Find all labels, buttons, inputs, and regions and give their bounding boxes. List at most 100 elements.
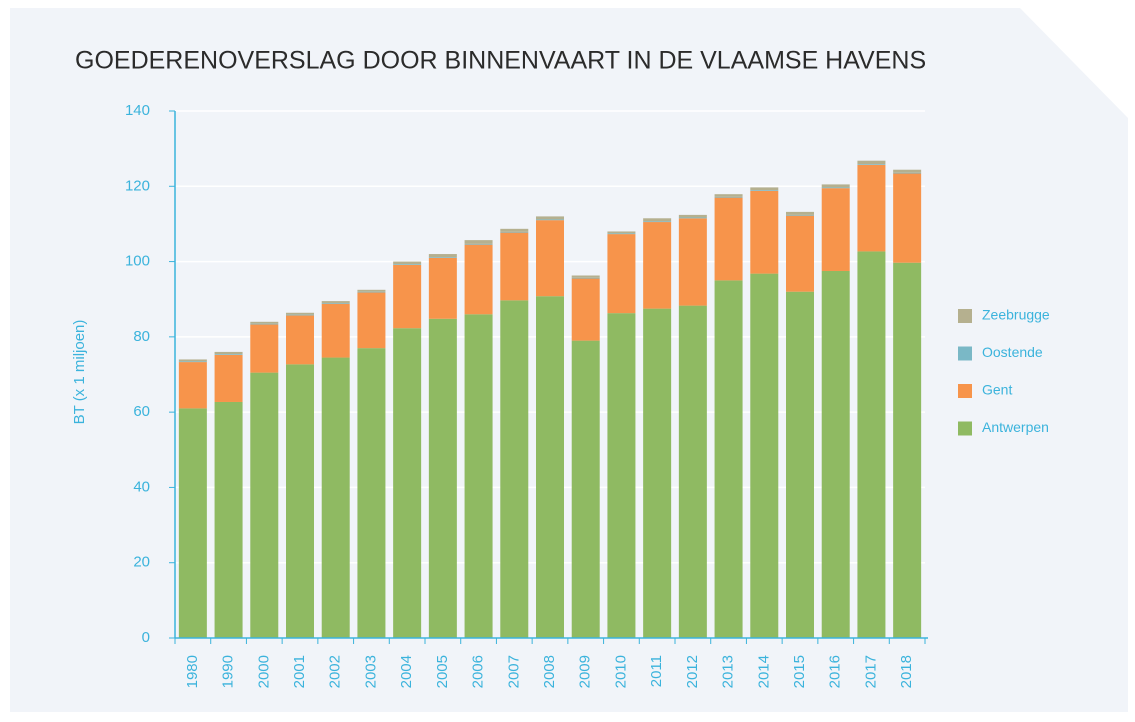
bar-segment xyxy=(750,190,779,274)
bar-segment xyxy=(643,308,672,638)
legend-label: Oostende xyxy=(982,344,1043,360)
bar-segment xyxy=(500,228,529,232)
bar-segment xyxy=(500,231,529,233)
bar-segment xyxy=(464,240,493,244)
y-tick-label: 120 xyxy=(125,177,150,194)
bar-segment xyxy=(178,362,207,409)
bar-segment xyxy=(821,188,850,271)
bar-segment xyxy=(786,291,814,638)
y-tick-label: 0 xyxy=(142,629,150,646)
bar-segment xyxy=(357,348,386,638)
bar-segment xyxy=(893,173,922,263)
bar-segment xyxy=(893,262,922,638)
bar-segment xyxy=(571,340,600,638)
x-tick-label: 2005 xyxy=(434,655,451,688)
bar-segment xyxy=(571,277,600,279)
bar-segment xyxy=(321,303,350,358)
bar-segment xyxy=(714,197,743,281)
x-tick-label: 2013 xyxy=(720,655,737,688)
bar-segment xyxy=(250,372,279,638)
bar-segment xyxy=(321,357,350,638)
chart-title: GOEDERENOVERSLAG DOOR BINNENVAART IN DE … xyxy=(75,47,926,75)
bar-segment xyxy=(750,273,779,638)
x-tick-label: 2000 xyxy=(255,655,272,688)
bar-segment xyxy=(286,364,314,638)
x-tick-label: 2017 xyxy=(862,655,879,688)
bar-segment xyxy=(607,313,636,638)
bar-segment xyxy=(500,232,529,301)
bar-segment xyxy=(857,160,886,165)
bar-segment xyxy=(536,220,564,297)
bar-segment xyxy=(750,190,779,191)
x-tick-label: 2010 xyxy=(612,655,629,688)
bar-segment xyxy=(821,270,850,638)
bar-segment xyxy=(321,302,350,304)
x-tick-label: 2011 xyxy=(648,655,665,687)
bar-segment xyxy=(214,354,243,402)
bar-segment xyxy=(214,401,243,638)
bar-segment xyxy=(464,243,493,245)
bar-segment xyxy=(750,187,779,191)
y-tick-label: 80 xyxy=(133,328,150,345)
legend-swatch xyxy=(958,384,972,398)
x-tick-label: 2018 xyxy=(898,655,915,688)
y-tick-label: 40 xyxy=(133,478,150,495)
bar-segment xyxy=(357,289,386,292)
bar-segment xyxy=(678,218,707,306)
legend-label: Zeebrugge xyxy=(982,307,1050,323)
bar-segment xyxy=(357,291,386,293)
x-tick-label: 2014 xyxy=(755,655,772,688)
x-tick-label: 2001 xyxy=(291,655,308,688)
bar-segment xyxy=(678,214,707,218)
bar-segment xyxy=(536,219,564,221)
x-tick-label: 1980 xyxy=(184,655,201,688)
x-tick-label: 2009 xyxy=(577,655,594,688)
y-tick-label: 20 xyxy=(133,554,150,571)
bar-segment xyxy=(178,361,207,363)
bar-segment xyxy=(643,218,672,222)
y-tick-label: 140 xyxy=(125,102,150,119)
bar-segment xyxy=(786,211,814,215)
y-tick-label: 100 xyxy=(125,253,150,270)
legend-swatch xyxy=(958,309,972,323)
bar-segment xyxy=(464,314,493,638)
bar-segment xyxy=(428,254,457,258)
bar-segment xyxy=(857,164,886,252)
bar-segment xyxy=(643,222,672,309)
bar-segment xyxy=(393,264,422,265)
x-tick-label: 2004 xyxy=(398,655,415,688)
bar-segment xyxy=(857,251,886,639)
bar-segment xyxy=(286,315,314,365)
bar-segment xyxy=(857,164,886,165)
bar-segment xyxy=(286,312,314,315)
bar-segment xyxy=(571,275,600,278)
bar-segment xyxy=(714,196,743,198)
x-tick-label: 2006 xyxy=(470,655,487,688)
bar-segment xyxy=(214,351,243,355)
bar-segment xyxy=(250,321,279,324)
x-tick-label: 2016 xyxy=(827,655,844,688)
y-tick-label: 60 xyxy=(133,403,150,420)
bar-segment xyxy=(428,318,457,638)
bar-segment xyxy=(286,314,314,316)
bar-segment xyxy=(214,354,243,355)
bar-segment xyxy=(821,184,850,188)
bar-segment xyxy=(500,300,529,638)
x-tick-label: 2015 xyxy=(791,655,808,688)
bar-segment xyxy=(178,359,207,362)
x-tick-label: 2012 xyxy=(684,655,701,688)
bar-segment xyxy=(893,172,922,174)
bar-segment xyxy=(321,301,350,303)
bar-segment xyxy=(250,324,279,373)
legend-swatch xyxy=(958,421,972,436)
bar-segment xyxy=(536,216,564,220)
bar-segment xyxy=(393,261,422,265)
bar-segment xyxy=(393,264,422,329)
bar-segment xyxy=(464,244,493,315)
bar-segment xyxy=(714,280,743,638)
x-tick-label: 2008 xyxy=(541,655,558,688)
bar-segment xyxy=(428,257,457,319)
bar-segment xyxy=(178,408,207,638)
bar-segment xyxy=(893,169,922,173)
